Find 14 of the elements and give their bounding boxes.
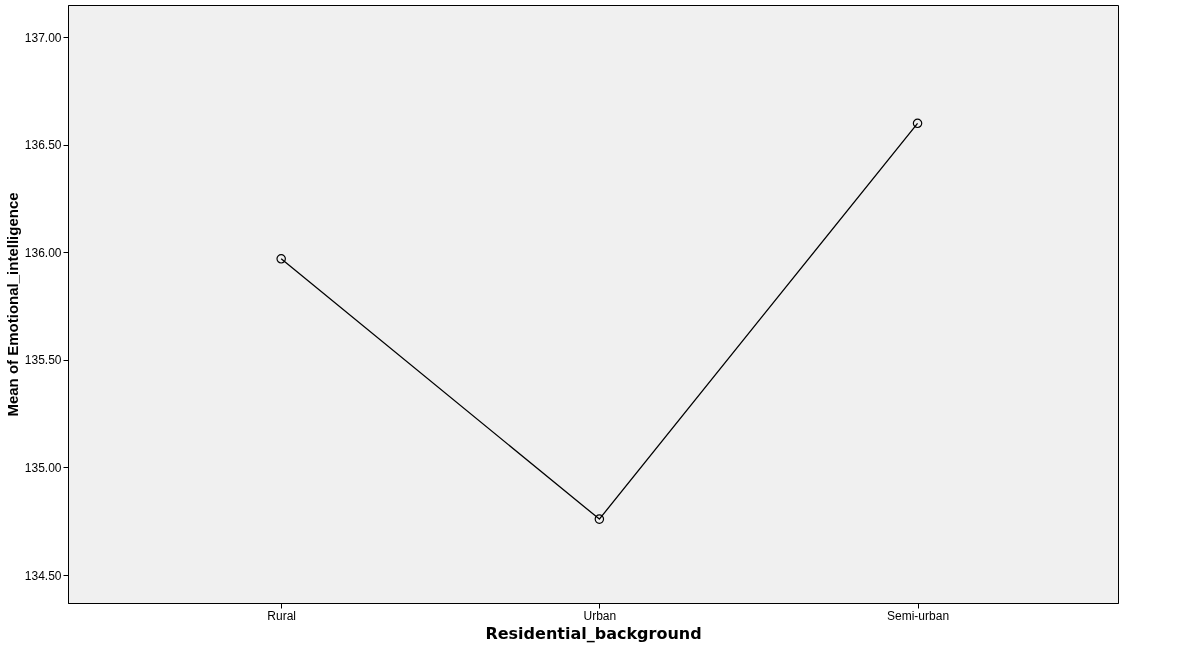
point xyxy=(912,118,923,129)
y-axis-title: Mean of Emotional_intelligence xyxy=(3,192,21,417)
y-tick-label: 135.00 xyxy=(24,460,62,475)
y-tick-label: 134.50 xyxy=(24,568,62,583)
y-tick-label: 136.00 xyxy=(24,245,62,260)
point xyxy=(594,514,605,524)
x-tick-label: Urban xyxy=(583,608,617,623)
y-tick-label: 137.00 xyxy=(24,30,62,45)
x-axis-title: Residential_background xyxy=(485,623,702,643)
y-tick-label: 136.50 xyxy=(24,138,62,153)
point xyxy=(276,254,286,264)
x-tick-label: Semi-urban xyxy=(887,608,950,623)
x-tick-label: Rural xyxy=(267,608,297,623)
y-tick-label: 135.50 xyxy=(24,353,62,368)
